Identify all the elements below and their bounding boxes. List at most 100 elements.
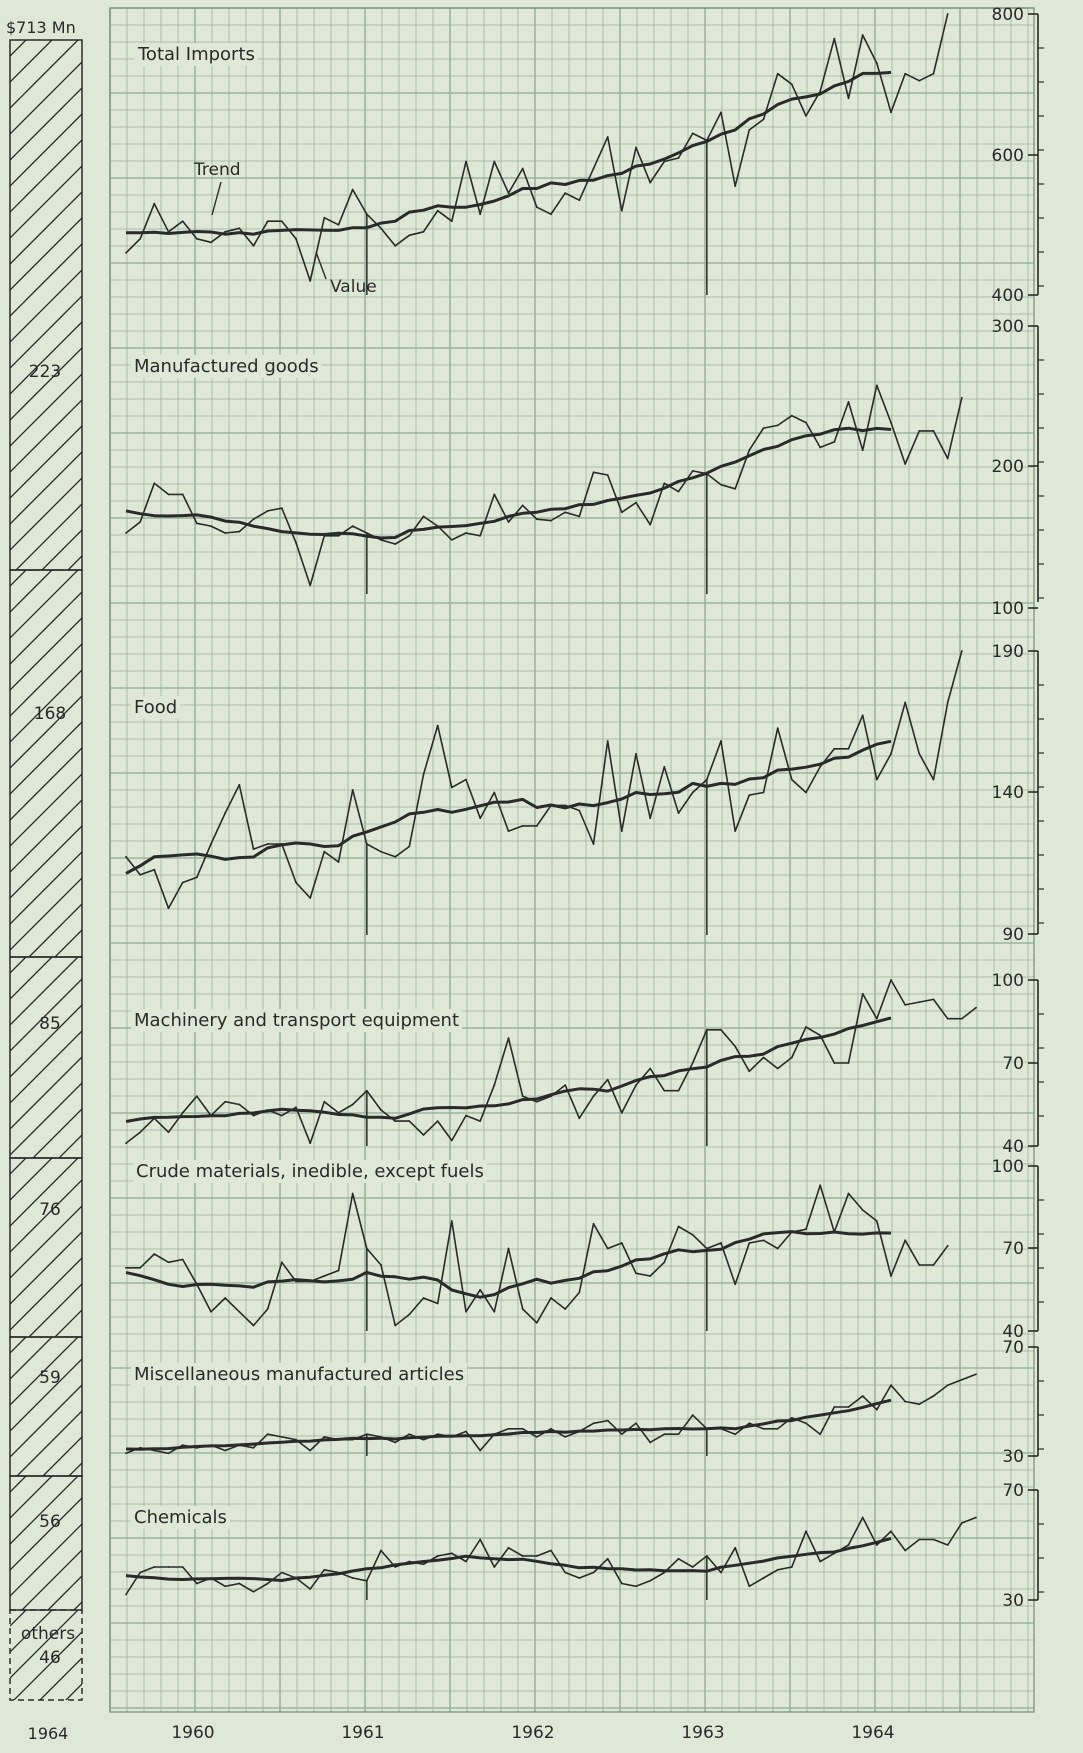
y-tick-label: 600 (992, 146, 1024, 166)
value-point (422, 515, 425, 518)
value-point (875, 1017, 878, 1020)
value-point (465, 1114, 467, 1117)
hatch-line (10, 87, 82, 161)
value-point (578, 1291, 581, 1294)
value-point (181, 1258, 184, 1261)
hatch-line (21, 1549, 82, 1610)
value-point (266, 843, 269, 845)
value-point (351, 188, 354, 191)
value-point (805, 1228, 807, 1231)
value-point (932, 1538, 935, 1541)
value-point (224, 230, 227, 233)
value-point (960, 396, 963, 399)
hatch-line (10, 1231, 82, 1305)
value-point (535, 518, 538, 521)
x-tick-label-1962: 1962 (511, 1723, 554, 1743)
bar-segment-hatch (10, 1337, 82, 1476)
value-point (635, 1422, 637, 1425)
hatch-line (15, 503, 82, 570)
value-point (365, 532, 368, 534)
value-point (507, 830, 510, 832)
value-point (833, 441, 836, 443)
value-point (266, 510, 269, 512)
y-tick-label: 70 (1002, 1239, 1024, 1259)
value-point (564, 192, 567, 195)
bar-label-backdrop (4, 18, 78, 37)
value-point (323, 850, 326, 853)
value-point (932, 72, 935, 75)
value-point (337, 1269, 340, 1272)
value-point (620, 209, 623, 212)
x-tick-label-1964: 1964 (851, 1723, 894, 1743)
hatch-line (10, 1476, 27, 1493)
value-point (748, 1242, 751, 1244)
y-tick-label: 30 (1002, 1591, 1024, 1611)
value-point (408, 234, 411, 237)
bar-segment-outline (9, 1609, 83, 1701)
trend-line (125, 1536, 892, 1582)
value-point (691, 1233, 694, 1236)
value-point (946, 701, 949, 704)
value-point (918, 1403, 921, 1406)
value-point (139, 1571, 142, 1574)
hatch-line (10, 1523, 82, 1597)
value-point (535, 1436, 538, 1438)
value-point (946, 1017, 949, 1020)
value-point (606, 1419, 609, 1422)
hatch-line (65, 1683, 82, 1700)
value-line (125, 384, 963, 587)
value-point (790, 1416, 793, 1419)
hatch-line (10, 978, 82, 1052)
bar-segment-food (9, 569, 83, 958)
hatch-line (10, 373, 82, 447)
value-point (734, 1045, 737, 1048)
hatch-line (10, 399, 82, 473)
value-point (932, 1264, 935, 1266)
value-point (960, 650, 963, 652)
value-point (210, 1310, 212, 1313)
value-point (479, 1120, 482, 1122)
value-point (677, 490, 680, 493)
hatch-line (10, 1337, 27, 1354)
value-annotation-leader (315, 251, 327, 280)
value-point (663, 1089, 666, 1092)
hatch-line (10, 1384, 82, 1458)
bar-label-backdrop (25, 1724, 71, 1743)
hatch-line (10, 877, 82, 951)
value-point (875, 384, 878, 387)
value-point (564, 1436, 567, 1438)
bar-segment-label-others: others (21, 1624, 75, 1644)
panel-title: Total Imports (137, 44, 255, 65)
value-point (762, 1056, 765, 1059)
value-point (705, 1555, 708, 1557)
value-point (280, 507, 283, 510)
value-point (167, 493, 170, 496)
value-point (663, 1261, 666, 1264)
value-point (635, 753, 637, 755)
value-point (252, 1114, 255, 1117)
value-annotation: Value (330, 277, 377, 297)
hatch-line (10, 1179, 82, 1253)
value-point (210, 241, 212, 244)
value-point (309, 1142, 312, 1145)
value-point (465, 1310, 467, 1313)
value-point (649, 1441, 652, 1444)
value-point (635, 146, 637, 149)
value-point (351, 525, 354, 527)
value-point (748, 129, 751, 131)
value-point (351, 789, 354, 791)
hatch-line (68, 1462, 82, 1476)
value-point (181, 1444, 184, 1446)
value-point (507, 1037, 510, 1039)
panel-title-backdrop (131, 1506, 230, 1529)
value-point (436, 209, 439, 212)
value-point (592, 1571, 595, 1574)
value-point (266, 1433, 269, 1436)
hatch-line (10, 40, 27, 57)
hatch-line (10, 1158, 27, 1175)
value-point (167, 907, 170, 910)
y-tick-label: 190 (992, 642, 1024, 662)
value-point (790, 1056, 793, 1059)
value-point (720, 111, 722, 114)
